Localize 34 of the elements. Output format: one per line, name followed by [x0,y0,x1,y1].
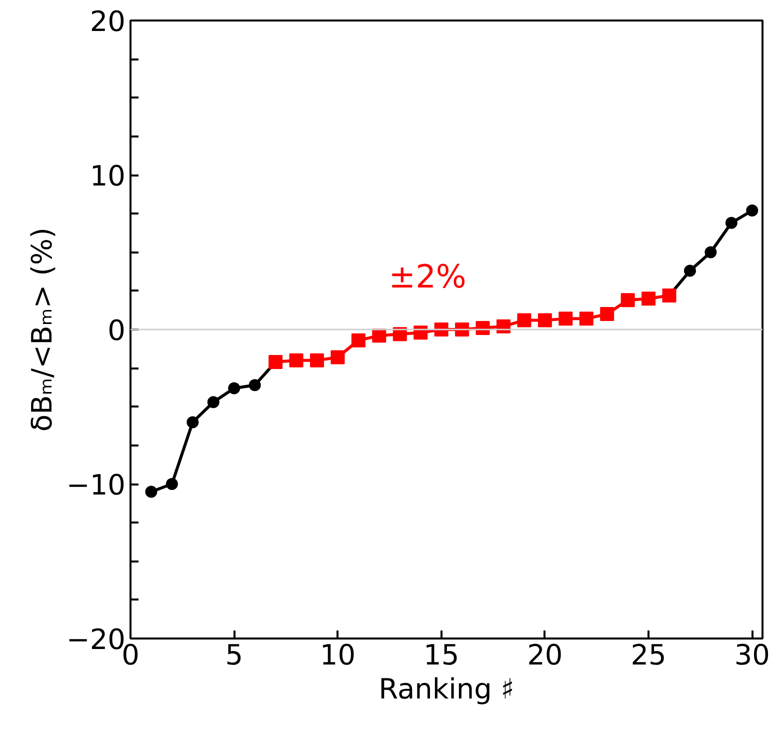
y-tick-label: 10 [90,160,126,192]
point [166,478,178,490]
point [538,313,552,328]
point [351,333,366,348]
point [684,264,696,277]
point [517,313,532,328]
point [704,246,717,258]
x-tick-label: 5 [225,638,244,672]
x-tick-label: 25 [630,638,666,672]
point [248,379,261,392]
x-tick-label: 30 [734,638,770,672]
y-tick-label: 20 [90,5,126,38]
point [725,216,738,229]
point [642,292,656,306]
y-tick-label: 0 [108,314,126,347]
point [330,350,345,364]
point [600,307,614,322]
annotation: ±2% [388,258,466,296]
point [228,382,240,394]
point [145,486,158,498]
x-axis-title: Ranking ♯ [378,672,514,706]
x-tick-label: 10 [320,638,356,672]
point [310,353,324,368]
point [207,396,220,408]
y-tick-label: −10 [66,468,126,502]
point [579,312,594,326]
point [620,293,635,308]
point [186,416,199,428]
x-tick-label: 20 [527,638,563,672]
point [289,353,304,368]
point [746,204,758,217]
y-axis-title: δBₘ/<Bₘ> (%) [25,227,58,432]
point [558,312,573,326]
x-tick-label: 15 [424,638,460,672]
